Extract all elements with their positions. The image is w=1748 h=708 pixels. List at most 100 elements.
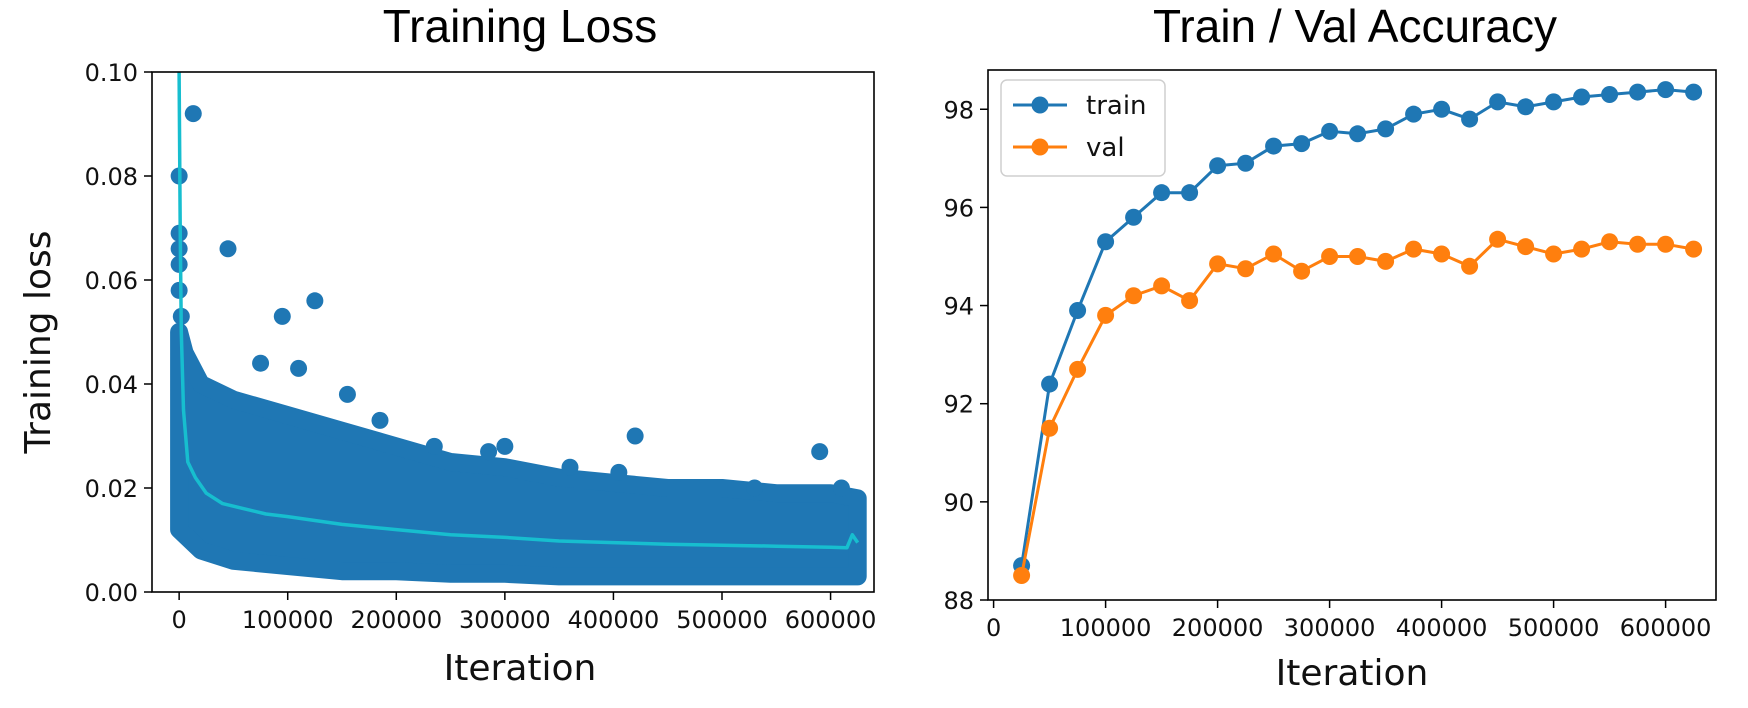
loss-x-tick-label: 300000 [459,606,551,634]
accuracy-train-point [1405,105,1423,123]
accuracy-val-point [1573,240,1591,258]
loss-x-tick-label: 400000 [568,606,660,634]
loss-point [273,307,291,325]
accuracy-val-point [1265,245,1283,263]
accuracy-train-point [1125,208,1143,226]
loss-point [832,479,850,497]
loss-point [371,411,389,429]
loss-point [746,479,764,497]
accuracy-train-point [1041,375,1059,393]
loss-y-tick-label: 0.10 [85,59,138,87]
loss-point [496,437,514,455]
loss-point [610,463,628,481]
loss-x-axis-label: Iteration [444,648,597,689]
accuracy-x-tick-label: 600000 [1620,614,1712,642]
loss-point [811,443,829,461]
loss-y-axis-label: Training loss [18,230,59,454]
loss-point [290,359,308,377]
accuracy-val-point [1069,360,1087,378]
accuracy-train-point [1517,98,1535,116]
accuracy-val-point [1013,566,1031,584]
loss-point [338,385,356,403]
accuracy-train-point [1489,93,1507,111]
accuracy-val-point [1321,247,1339,265]
accuracy-val-point [1629,235,1647,253]
loss-y-tick-label: 0.06 [85,267,138,295]
accuracy-train-point [1069,301,1087,319]
accuracy-train-point [1209,157,1227,175]
accuracy-train-point [1321,122,1339,140]
accuracy-val-point [1685,240,1703,258]
accuracy-val-point [1377,252,1395,270]
accuracy-train-point [1629,83,1647,101]
accuracy-val-point [1293,262,1311,280]
accuracy-val-point [1181,292,1199,310]
loss-point [425,437,443,455]
accuracy-val-point [1153,277,1171,295]
accuracy-val-point [1349,247,1367,265]
accuracy-val-point [1125,287,1143,305]
accuracy-val-point [1433,245,1451,263]
accuracy-y-tick-label: 92 [943,391,974,419]
accuracy-train-point [1097,233,1115,251]
accuracy-train-point [1293,135,1311,153]
accuracy-val-point [1097,306,1115,324]
loss-smoothed-line [177,72,860,550]
accuracy-train-point [1433,100,1451,118]
loss-x-tick-label: 500000 [676,606,768,634]
accuracy-y-tick-label: 98 [943,96,974,124]
loss-y-tick-label: 0.08 [85,163,138,191]
loss-point [184,105,202,123]
accuracy-val-line [1020,237,1694,576]
accuracy-train-point [1349,125,1367,143]
accuracy-val-point [1237,260,1255,278]
accuracy-train-point [1181,184,1199,202]
accuracy-y-tick-label: 88 [943,587,974,615]
loss-point [306,292,324,310]
accuracy-x-tick-label: 500000 [1508,614,1600,642]
accuracy-x-axis-label: Iteration [1276,653,1429,694]
loss-plot-frame [151,71,875,593]
accuracy-val-point [1545,245,1563,263]
accuracy-train-point [1657,81,1675,99]
accuracy-val-point [1461,257,1479,275]
loss-point [561,458,579,476]
loss-chart: Training Loss Iteration Training loss 0 1… [18,0,876,689]
loss-y-tick-label: 0.00 [85,579,138,607]
accuracy-val-point [1489,230,1507,248]
accuracy-train-point [1601,86,1619,104]
accuracy-train-point [1461,110,1479,128]
accuracy-val-point [1041,419,1059,437]
loss-point [480,443,498,461]
accuracy-val-point [1657,235,1675,253]
accuracy-chart-title: Train / Val Accuracy [1153,0,1557,52]
loss-x-tick-label: 600000 [785,606,877,634]
loss-y-tick-label: 0.04 [85,371,138,399]
accuracy-chart: Train / Val Accuracy Iteration 0 100000 20… [943,0,1717,694]
accuracy-val-point [1405,240,1423,258]
loss-x-tick-label: 0 [172,606,187,634]
legend-val-marker [1031,138,1049,156]
accuracy-train-point [1685,83,1703,101]
legend-train-marker [1031,96,1049,114]
legend-val-label: val [1086,133,1125,163]
loss-point [252,354,270,372]
loss-x-tick-label: 100000 [242,606,334,634]
accuracy-x-tick-label: 400000 [1396,614,1488,642]
accuracy-train-point [1545,93,1563,111]
accuracy-x-tick-label: 100000 [1060,614,1152,642]
accuracy-y-tick-label: 94 [943,293,974,321]
loss-point [626,427,644,445]
accuracy-train-point [1377,120,1395,138]
loss-point [219,240,237,258]
accuracy-y-tick-label: 96 [943,194,974,222]
accuracy-val-point [1209,255,1227,273]
accuracy-train-point [1573,88,1591,106]
accuracy-val-point [1517,238,1535,256]
accuracy-x-tick-label: 300000 [1284,614,1376,642]
accuracy-val-point [1601,233,1619,251]
accuracy-x-tick-label: 200000 [1172,614,1264,642]
accuracy-x-tick-label: 0 [986,614,1001,642]
accuracy-y-tick-label: 90 [943,489,974,517]
